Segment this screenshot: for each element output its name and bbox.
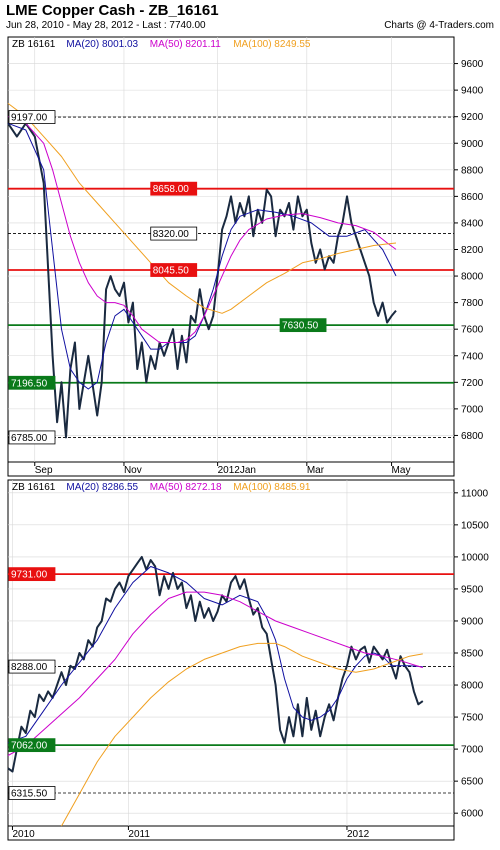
top-y-tick-label: 9600 <box>461 59 484 70</box>
top-level-label-box <box>150 226 198 241</box>
top-level-label: 7196.50 <box>11 378 48 389</box>
top-x-axis-band <box>7 461 455 477</box>
top-legend-symbol: ZB 16161 <box>12 39 56 50</box>
bottom-y-tick-label: 7500 <box>461 713 484 724</box>
bottom-level-label: 6315.50 <box>11 788 48 799</box>
bottom-level-label: 8288.00 <box>11 662 48 673</box>
top-y-tick-label: 8600 <box>461 192 484 203</box>
bottom-y-tick-label: 8500 <box>461 649 484 660</box>
top-y-tick-label: 6800 <box>461 431 484 442</box>
bottom-legend-item: MA(20) 8286.55 <box>66 482 138 493</box>
bottom-x-tick-label: 2011 <box>128 829 150 840</box>
top-x-tick-label: Mar <box>307 465 325 476</box>
top-y-tick-label: 8200 <box>461 245 484 256</box>
bottom-y-tick-label: 9000 <box>461 616 484 627</box>
top-x-tick-label: 2012Jan <box>218 465 256 476</box>
bottom-y-tick-label: 7000 <box>461 745 484 756</box>
chart-title: LME Copper Cash - ZB_16161 <box>6 2 219 19</box>
bottom-y-tick-label: 9500 <box>461 584 484 595</box>
top-legend-item: MA(100) 8249.55 <box>233 39 311 50</box>
bottom-legend-item: MA(50) 8272.18 <box>150 482 222 493</box>
top-level-label-box <box>150 181 198 196</box>
top-y-tick-label: 9200 <box>461 112 484 123</box>
bottom-legend-item: MA(100) 8485.91 <box>233 482 311 493</box>
top-level-label-box <box>150 263 198 277</box>
top-y-tick-label: 7400 <box>461 351 484 362</box>
bottom-y-tick-label: 10500 <box>461 520 489 531</box>
bottom-series-price <box>7 555 424 773</box>
top-series-ma50 <box>7 116 397 343</box>
top-x-tick-label: Nov <box>124 465 142 476</box>
top-level-label: 7630.50 <box>282 321 319 332</box>
bottom-level-label-box <box>8 567 56 582</box>
top-level-label: 9197.00 <box>11 113 48 124</box>
top-y-tick-label: 9000 <box>461 139 484 150</box>
bottom-level-label: 7062.00 <box>11 741 48 752</box>
top-y-tick-label: 7000 <box>461 404 484 415</box>
bottom-x-tick-label: 2012 <box>347 829 370 840</box>
top-series-price <box>7 122 397 439</box>
bottom-level-label: 9731.00 <box>11 570 48 581</box>
top-y-tick-label: 7200 <box>461 378 484 389</box>
top-level-label: 8045.50 <box>153 266 190 277</box>
top-x-tick-label: May <box>392 465 411 476</box>
top-y-tick-label: 7600 <box>461 325 484 336</box>
top-level-label-box <box>8 110 56 124</box>
top-level-label: 6785.00 <box>11 433 48 444</box>
top-legend-item: MA(20) 8001.03 <box>66 39 138 50</box>
bottom-y-tick-label: 6500 <box>461 777 484 788</box>
top-level-label: 8320.00 <box>153 229 190 240</box>
bottom-legend-symbol: ZB 16161 <box>12 482 56 493</box>
top-x-tick-label: Sep <box>35 465 53 476</box>
bottom-y-tick-label: 11000 <box>461 488 489 499</box>
bottom-series-ma100 <box>61 642 423 827</box>
bottom-level-label-box <box>8 738 56 753</box>
top-level-label-box <box>279 318 327 333</box>
bottom-x-tick-label: 2010 <box>12 829 35 840</box>
bottom-x-axis-band <box>7 825 455 841</box>
top-y-tick-label: 8400 <box>461 218 484 229</box>
bottom-y-tick-label: 10000 <box>461 552 489 563</box>
bottom-y-tick-label: 6000 <box>461 809 484 820</box>
chart-subtitle: Jun 28, 2010 - May 28, 2012 - Last : 774… <box>6 20 206 31</box>
top-legend-item: MA(50) 8201.11 <box>150 39 221 50</box>
bottom-series-ma50 <box>7 591 423 756</box>
top-y-tick-label: 9400 <box>461 86 484 97</box>
top-level-label-box <box>8 375 56 390</box>
top-y-tick-label: 8800 <box>461 165 484 176</box>
top-y-tick-label: 7800 <box>461 298 484 309</box>
top-level-label: 8658.00 <box>153 184 190 195</box>
bottom-level-label-box <box>8 659 56 674</box>
top-y-tick-label: 8000 <box>461 272 484 283</box>
bottom-level-label-box <box>8 786 56 800</box>
bottom-y-tick-label: 8000 <box>461 681 484 692</box>
top-level-label-box <box>8 430 56 445</box>
chart-credit: Charts @ 4-Traders.com <box>384 20 494 31</box>
top-series-ma100 <box>7 102 397 314</box>
